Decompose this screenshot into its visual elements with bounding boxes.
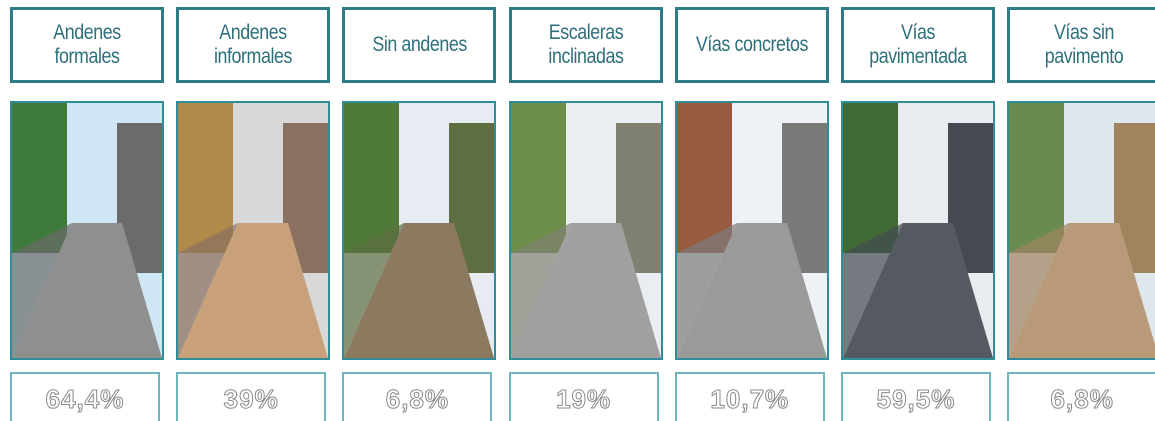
percentage: 6,8% xyxy=(1007,372,1155,421)
photo-scene xyxy=(12,103,162,358)
percentage-text: 19% xyxy=(556,384,611,421)
column: Andenes formales 64,4% xyxy=(10,0,164,421)
column: Escaleras inclinadas 19% xyxy=(509,0,663,421)
percentage-text: 39% xyxy=(224,384,279,421)
photo-scene xyxy=(511,103,661,358)
column: Vías sin pavimento 6,8% xyxy=(1007,0,1155,421)
percentage: 10,7% xyxy=(675,372,825,421)
column-label: Vías concretos xyxy=(675,7,829,83)
street-photo xyxy=(675,101,829,360)
photo-scene xyxy=(843,103,993,358)
percentage: 19% xyxy=(509,372,659,421)
percentage: 59,5% xyxy=(841,372,991,421)
column-label-text: Vías sin pavimento xyxy=(1021,21,1147,69)
column-label: Vías sin pavimento xyxy=(1007,7,1155,83)
percentage-text: 59,5% xyxy=(877,384,956,421)
percentage: 64,4% xyxy=(10,372,160,421)
percentage: 39% xyxy=(176,372,326,421)
street-photo xyxy=(176,101,330,360)
street-photo xyxy=(10,101,164,360)
street-photo xyxy=(509,101,663,360)
percentage-text: 6,8% xyxy=(386,384,449,421)
street-photo xyxy=(1007,101,1155,360)
column-label: Escaleras inclinadas xyxy=(509,7,663,83)
column: Vías concretos 10,7% xyxy=(675,0,829,421)
street-photo xyxy=(841,101,995,360)
percentage-text: 6,8% xyxy=(1051,384,1114,421)
photo-scene xyxy=(178,103,328,358)
street-photo xyxy=(342,101,496,360)
column: Vías pavimentada 59,5% xyxy=(841,0,995,421)
column-label: Andenes formales xyxy=(10,7,164,83)
column-label: Andenes informales xyxy=(176,7,330,83)
column-label-text: Vías concretos xyxy=(696,33,808,57)
photo-scene xyxy=(1009,103,1155,358)
column: Sin andenes 6,8% xyxy=(342,0,496,421)
photo-scene xyxy=(677,103,827,358)
column-label: Sin andenes xyxy=(342,7,496,83)
percentage-text: 64,4% xyxy=(46,384,125,421)
percentage: 6,8% xyxy=(342,372,492,421)
percentage-text: 10,7% xyxy=(710,384,789,421)
column-label-text: Sin andenes xyxy=(372,33,467,57)
column-label-text: Andenes informales xyxy=(190,21,316,69)
infographic: Andenes formales 64,4%Andenes informales… xyxy=(0,0,1155,421)
column-label-text: Escaleras inclinadas xyxy=(523,21,649,69)
column-label: Vías pavimentada xyxy=(841,7,995,83)
column-label-text: Andenes formales xyxy=(24,21,150,69)
column: Andenes informales 39% xyxy=(176,0,330,421)
column-label-text: Vías pavimentada xyxy=(855,21,981,69)
photo-scene xyxy=(344,103,494,358)
